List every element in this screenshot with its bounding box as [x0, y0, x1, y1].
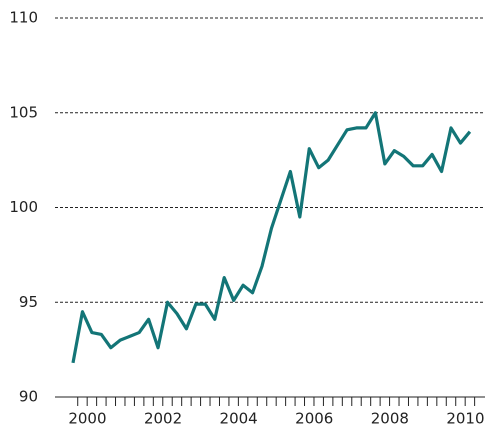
y-tick-label: 95: [19, 293, 38, 311]
x-tick-label: 2006: [295, 410, 333, 427]
y-tick-label: 90: [19, 388, 38, 406]
x-tick-label: 2010: [446, 410, 484, 427]
x-tick-label: 2002: [144, 410, 182, 427]
data-line: [71, 111, 472, 364]
y-tick-label: 100: [9, 198, 38, 216]
x-tick-label: 2000: [68, 410, 106, 427]
y-tick-label: 110: [9, 9, 38, 27]
x-tick-label: 2004: [220, 410, 258, 427]
y-tick-label: 105: [9, 103, 38, 121]
x-tick-label: 2008: [371, 410, 409, 427]
